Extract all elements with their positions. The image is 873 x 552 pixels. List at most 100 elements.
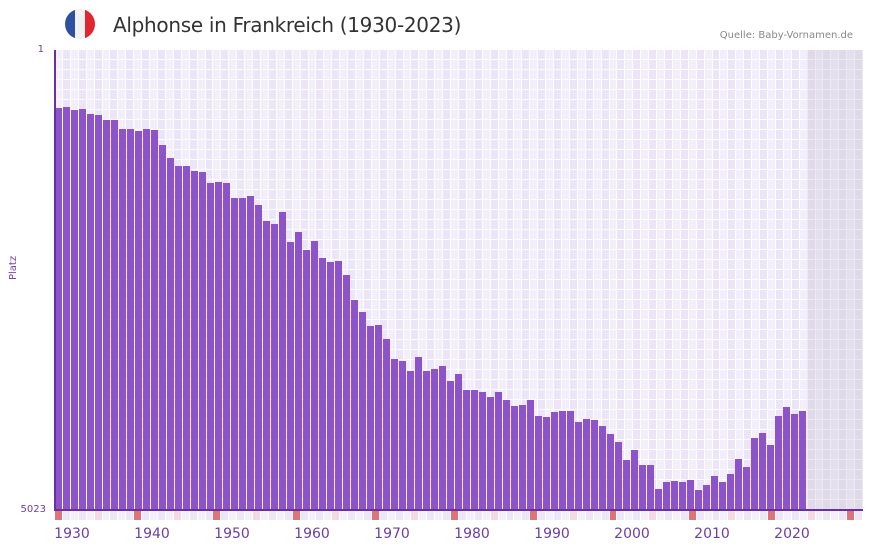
bar-1943[interactable] (159, 144, 166, 510)
grid-column (562, 50, 570, 510)
bar-1987[interactable] (511, 405, 518, 510)
bar-1963[interactable] (319, 257, 326, 510)
bar-2023[interactable] (799, 410, 806, 510)
bar-1958[interactable] (279, 211, 286, 510)
bar-1936[interactable] (103, 119, 110, 510)
bar-1948[interactable] (199, 171, 206, 510)
bar-1996[interactable] (583, 418, 590, 510)
bar-1988[interactable] (519, 404, 526, 510)
bar-1989[interactable] (527, 399, 534, 510)
bar-1991[interactable] (543, 416, 550, 510)
bar-2013[interactable] (719, 481, 726, 510)
bar-1956[interactable] (263, 220, 270, 510)
bar-1981[interactable] (463, 389, 470, 510)
bar-1971[interactable] (383, 338, 390, 510)
bar-1978[interactable] (439, 365, 446, 510)
bar-1942[interactable] (151, 129, 158, 510)
bar-2008[interactable] (679, 481, 686, 510)
bar-1965[interactable] (335, 260, 342, 510)
bar-1969[interactable] (367, 325, 374, 510)
bar-1959[interactable] (287, 241, 294, 510)
bar-1952[interactable] (231, 197, 238, 510)
bar-1966[interactable] (343, 274, 350, 510)
bar-2001[interactable] (623, 459, 630, 510)
bar-2017[interactable] (751, 437, 758, 510)
bar-1944[interactable] (167, 157, 174, 510)
bar-1977[interactable] (431, 368, 438, 510)
bar-2004[interactable] (647, 464, 654, 510)
bar-1939[interactable] (127, 128, 134, 510)
bar-1932[interactable] (71, 109, 78, 510)
bar-2009[interactable] (687, 479, 694, 510)
bar-1955[interactable] (255, 204, 262, 510)
bar-1953[interactable] (239, 197, 246, 510)
grid-column (649, 50, 658, 510)
bar-2016[interactable] (743, 466, 750, 510)
bar-1984[interactable] (487, 396, 494, 510)
bar-1960[interactable] (295, 231, 302, 510)
bar-2000[interactable] (615, 441, 622, 510)
bar-1998[interactable] (599, 425, 606, 510)
year-marker (229, 511, 238, 520)
bar-1975[interactable] (415, 356, 422, 510)
bar-1946[interactable] (183, 165, 190, 510)
bar-1967[interactable] (351, 299, 358, 510)
bar-1994[interactable] (567, 410, 574, 510)
grid-column (664, 50, 673, 510)
bar-1985[interactable] (495, 391, 502, 510)
bar-1935[interactable] (95, 114, 102, 510)
bar-1950[interactable] (215, 181, 222, 510)
bar-2010[interactable] (695, 489, 702, 510)
bar-1970[interactable] (375, 324, 382, 510)
bar-1949[interactable] (207, 182, 214, 510)
bar-2014[interactable] (727, 473, 734, 510)
bar-2006[interactable] (663, 481, 670, 510)
bar-1997[interactable] (591, 419, 598, 510)
bar-1992[interactable] (551, 411, 558, 510)
bar-2021[interactable] (783, 406, 790, 510)
bar-1938[interactable] (119, 128, 126, 510)
bar-1951[interactable] (223, 182, 230, 510)
bar-1999[interactable] (607, 433, 614, 510)
bar-2007[interactable] (671, 480, 678, 510)
bar-2019[interactable] (767, 444, 774, 510)
bar-2018[interactable] (759, 432, 766, 510)
bar-2015[interactable] (735, 458, 742, 510)
bar-1954[interactable] (247, 195, 254, 510)
bar-1973[interactable] (399, 360, 406, 510)
bar-2002[interactable] (631, 449, 638, 510)
bar-1983[interactable] (479, 391, 486, 510)
bar-1980[interactable] (455, 373, 462, 510)
bar-1931[interactable] (63, 106, 70, 510)
bar-1968[interactable] (359, 311, 366, 510)
bar-1982[interactable] (471, 389, 478, 510)
year-marker (387, 511, 396, 520)
flag-white-stripe (75, 9, 85, 39)
bar-2022[interactable] (791, 413, 798, 510)
bar-1941[interactable] (143, 128, 150, 510)
bar-1930[interactable] (55, 107, 62, 510)
bar-1961[interactable] (303, 249, 310, 510)
bar-2003[interactable] (639, 464, 646, 510)
bar-2012[interactable] (711, 475, 718, 510)
bar-1934[interactable] (87, 113, 94, 510)
bar-1957[interactable] (271, 223, 278, 510)
bar-2020[interactable] (775, 415, 782, 510)
bar-1993[interactable] (559, 410, 566, 510)
bar-1979[interactable] (447, 380, 454, 510)
bar-1962[interactable] (311, 240, 318, 510)
bar-1990[interactable] (535, 415, 542, 510)
bar-1937[interactable] (111, 119, 118, 510)
bar-1995[interactable] (575, 421, 582, 510)
bar-1974[interactable] (407, 370, 414, 510)
bar-1933[interactable] (79, 108, 86, 510)
bar-2011[interactable] (703, 484, 710, 510)
bar-1976[interactable] (423, 370, 430, 510)
bar-1972[interactable] (391, 358, 398, 510)
bar-1964[interactable] (327, 261, 334, 510)
bar-2005[interactable] (655, 488, 662, 510)
bar-1940[interactable] (135, 130, 142, 510)
bar-1986[interactable] (503, 399, 510, 510)
bar-1945[interactable] (175, 165, 182, 510)
bar-1947[interactable] (191, 170, 198, 510)
